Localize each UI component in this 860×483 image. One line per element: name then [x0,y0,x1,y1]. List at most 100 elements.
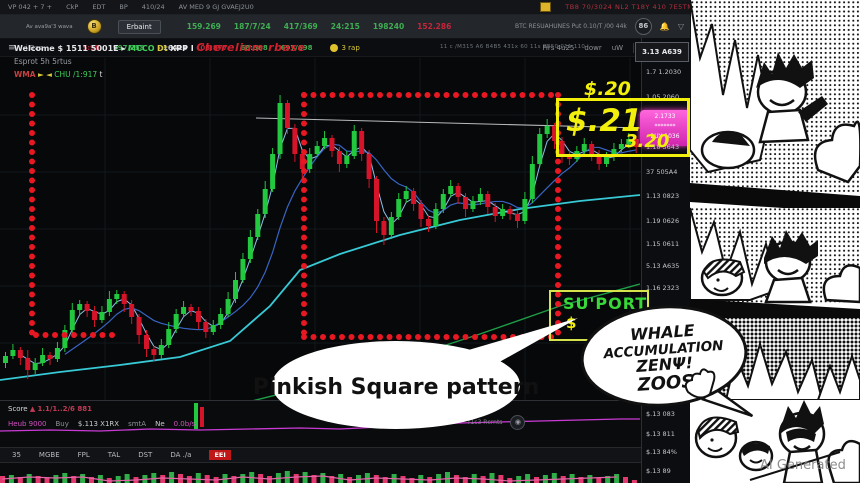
ticker-quotes: 159.269 187/7/24 417/369 24:215 198240 152.28… [187,22,452,31]
symbol-welcome: Welcome $ 1511 5001E ▸ [14,44,126,53]
axis-price-label: 1.05.2060 [646,93,680,101]
menu-item[interactable]: AV MED 9 GJ GVAEJ2U0 [178,3,254,11]
menu-item[interactable]: BP [119,3,128,11]
score-arrow: ▲ [29,405,36,413]
menu-item[interactable]: 410/24 [141,3,165,11]
axis-price-label: $.13 89 [646,467,671,475]
bell-icon[interactable]: 🔔 [659,22,670,31]
sub-right-item[interactable]: dowr [584,43,602,52]
axis-price-label: 1.15 0611 [646,240,680,248]
quote-value: 417/369 [283,22,318,31]
comic-character-masked [778,400,826,483]
exchange-label: BTC RESUAHUNES Put 0.10/T /00 44k [514,23,627,30]
axis-price-label: 1.18 0426 [646,306,680,314]
indicator-legend-item: Heub 9000 [8,420,47,428]
axis-price-label: $.13 84% [646,448,677,456]
toolbar-item[interactable]: 35 [12,451,21,459]
quote-value: 187/7/24 [233,22,271,31]
support-label: SU'PORT [563,294,648,313]
quote-value: 159.269 [186,22,221,31]
comic-character-striped-hair [700,258,746,297]
indicator-panel: Score ▲ 1.1/1..2/6 881 Heub 9000 Buy $.113… [0,400,641,448]
menu-item[interactable]: EDT [92,3,106,11]
toolbar-item[interactable]: DST [138,451,153,459]
indicator-legend-item: smtA [128,420,147,428]
symbol-2b[interactable]: XPP I [170,44,194,53]
comic-character-striped-hair [694,416,740,459]
support-dollar: $ [566,314,577,332]
toolbar-item[interactable]: DA ./a [170,451,192,459]
symbol-1[interactable]: MCCO [127,44,155,53]
comic-character-face [756,52,828,144]
divider [633,42,635,53]
comic-character-face [764,230,818,304]
quote-value: 997/258 [112,43,145,52]
axis-top-price: 3.13 A639 [635,42,689,62]
quote-value: 697/698 [280,43,313,52]
coin-badge-icon[interactable]: B [86,19,102,34]
quote-value: - 16416 [157,43,188,52]
indicator-legend-item: Ne [155,420,165,428]
price-target-main: $.21 [566,103,643,139]
chevron-down-icon[interactable]: ▽ [677,22,684,31]
alert-icon[interactable] [540,2,552,12]
sub-right-item[interactable]: Firs 4u25 [542,43,575,52]
timeframe-label: Esprot 5h 5rtus [14,57,72,66]
axis-price-label: 37 505A4 [646,168,678,176]
axis-price-label: 1.13 0823 [646,192,680,200]
quote-value: 198240 [372,22,405,31]
axis-price-label: 1.19 0626 [646,217,680,225]
axis-price-label: 1.7 1.2030 [646,68,682,76]
sub-quotes: 5:98 997/258 - 16416 05:877 68:588 697/698 [82,44,312,52]
indicator-settings-button[interactable]: ◉ [510,415,526,430]
cloud-shape [822,264,860,304]
ticker-bar: Av ava9a'3 wava B Erbaint 159.269 187/7/2… [0,15,690,39]
sub-right-item[interactable]: uW [611,43,624,52]
toolbar-item[interactable]: MGBE [38,451,60,459]
wma-value: CHU /1:917 [54,70,98,79]
menu-bar: VP 042 + 7 + CkP EDT BP 410/24 AV MED 9 … [0,0,706,15]
axis-price-label: 5.13 A635 [646,262,680,270]
price-target-above: $.20 [584,78,631,100]
quote-value: 5:98 [82,43,100,52]
account-label: Av ava9a'3 wava [26,23,73,30]
avatar[interactable]: 86 [634,18,652,35]
quote-value: 24:215 [330,22,360,31]
cloud-shape [813,120,860,184]
price-target-sub: 3.20 [625,131,670,152]
sub-toolbar: ≡ i Bas 5:98 997/258 - 16416 05:877 68:588 69… [0,39,690,57]
toolbar-badge[interactable]: EEI [209,450,231,460]
coin-count: 3 rap [341,43,360,52]
candlestick-chart[interactable] [0,58,641,400]
axis-price-label: 1.16 2323 [646,284,680,292]
erbaint-button[interactable]: Erbaint [117,19,161,34]
spiky-hair-shape [816,352,860,401]
axis-price-label: $.13 811 [646,430,675,438]
symbol-3[interactable]: Cherelium rbase [196,41,306,54]
bottom-toolbar: 35 MGBE FPL TAL DST DA ./a EEI [0,447,665,463]
comic-panel-3 [690,318,860,401]
spiky-hair-shape [690,0,772,174]
comic-panel-2 [690,207,860,304]
wma-tail: t [99,70,103,79]
score-value: 1.1/1..2/6 881 [37,405,92,413]
toolbar-item[interactable]: TAL [107,451,121,459]
toolbar-item[interactable]: FPL [77,451,90,459]
chart-header: Welcome $ 1511 5001E ▸ MCCO Dt XPP I Che… [14,41,305,79]
price-target-box [556,98,690,157]
menu-item[interactable]: VP 042 + 7 + [8,3,53,11]
wma-arrows[interactable]: ► ◄ [37,70,52,79]
mini-volume-chart[interactable] [0,462,641,483]
quote-value: 152.286 [417,22,452,31]
comic-panel-1 [690,0,860,192]
hamburger-icon[interactable]: ≡ [8,42,16,53]
indicator-right-text: r1c3 Rcrnts [468,419,503,426]
symbol-2a: Dt [157,44,168,53]
panel-divider [690,183,860,213]
menu-item[interactable]: CkP [66,3,79,11]
axis-price-label: $.13 083 [646,410,675,418]
indicator-legend-item: Buy [55,420,69,428]
comic-character-small [738,440,774,472]
quote-value: 68:588 [240,43,268,52]
